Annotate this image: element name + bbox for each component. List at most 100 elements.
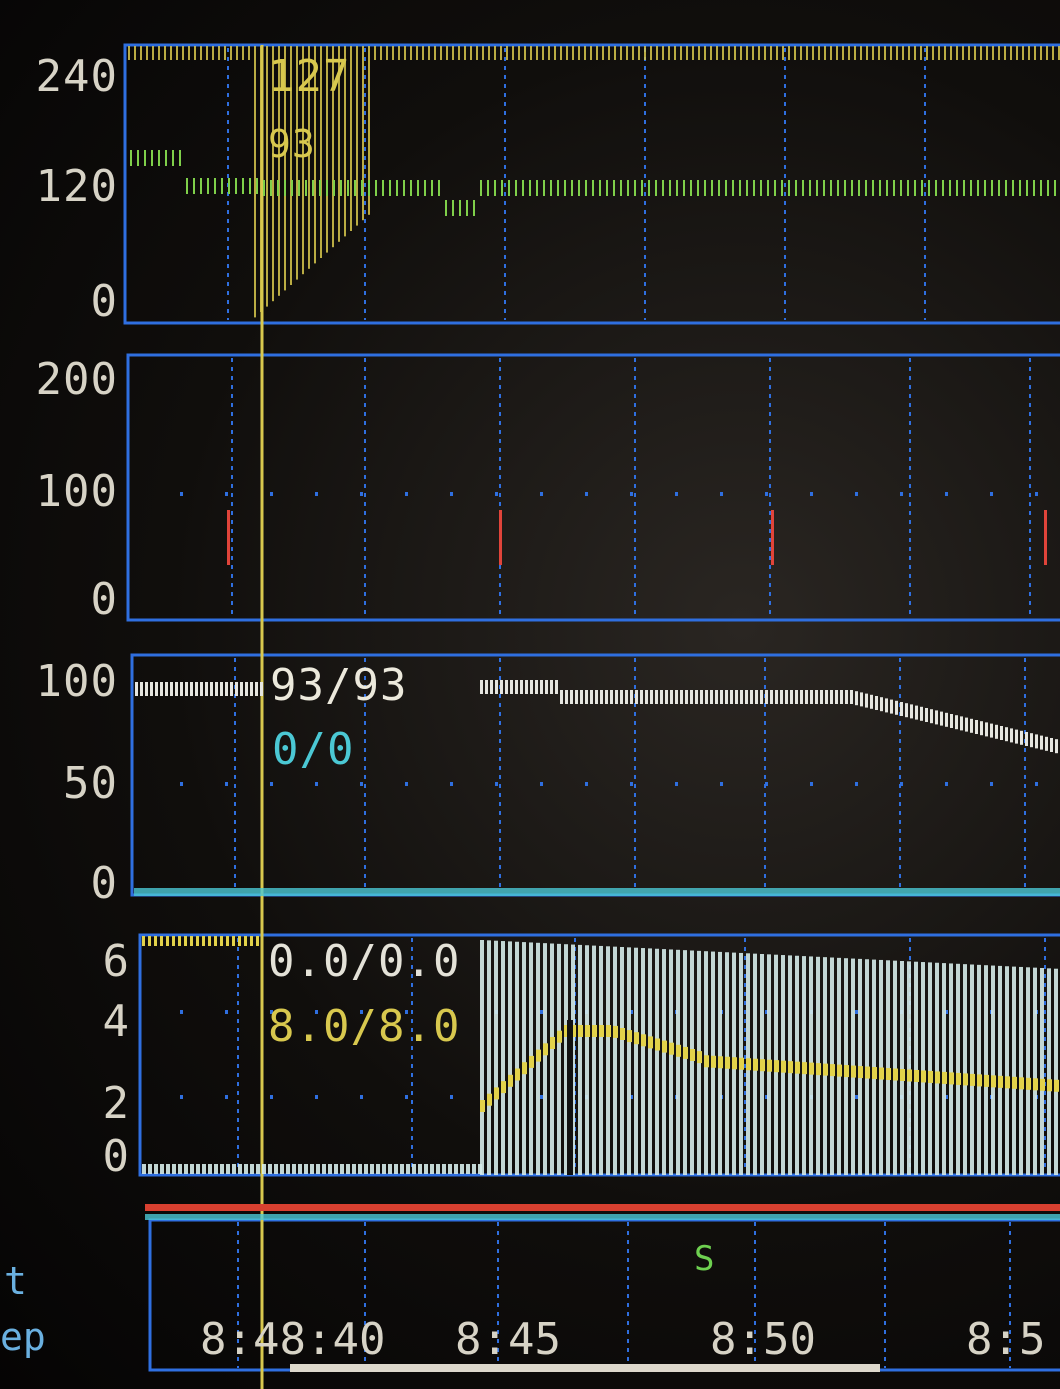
fourth-bar <box>1019 966 1023 1175</box>
top-bar <box>878 46 880 60</box>
third-trace-seg <box>810 690 813 704</box>
third-trace-seg <box>240 682 243 696</box>
third-trace-seg <box>1035 734 1038 749</box>
top-bar <box>596 46 598 60</box>
third-trace-seg <box>885 698 888 713</box>
grid-dot <box>360 1095 363 1099</box>
top-bar <box>848 46 850 60</box>
top-bar <box>1052 46 1054 60</box>
third-trace-seg <box>900 702 903 716</box>
top-trace-tick <box>361 180 363 196</box>
top-bar <box>416 46 418 60</box>
top-bar <box>698 46 700 60</box>
fourth-bar <box>907 961 911 1175</box>
fourth-bar <box>564 944 568 1175</box>
grid-dot <box>990 492 993 496</box>
fourth-bar <box>543 943 547 1175</box>
top-bar <box>266 46 268 307</box>
third-trace-seg <box>975 720 978 734</box>
third-trace-seg <box>720 690 723 704</box>
third-trace-seg <box>590 690 593 704</box>
top-trace-tick <box>333 180 335 196</box>
fourth-base-bar <box>346 1164 350 1174</box>
top-trace-tick <box>130 150 132 166</box>
top-bar <box>998 46 1000 60</box>
top-bar <box>896 46 898 60</box>
third-trace-seg <box>695 690 698 704</box>
third-trace-seg <box>555 680 558 694</box>
fourth-base-bar <box>460 1164 464 1174</box>
top-bar <box>908 46 910 60</box>
top-bar <box>128 46 130 60</box>
third-trace-seg <box>565 690 568 704</box>
time-label-2: 8:50 <box>710 1314 816 1365</box>
grid-dot <box>405 492 408 496</box>
fourth-trace-seg <box>634 1032 639 1045</box>
top-bar <box>152 46 154 60</box>
top-trace-tick <box>907 180 909 196</box>
third-trace-seg <box>510 680 513 694</box>
grid-dot <box>945 1095 948 1099</box>
third-trace-seg <box>1025 732 1028 746</box>
grid-dot <box>585 782 588 786</box>
fourth-top-tick <box>166 936 169 946</box>
fourth-base-bar <box>208 1164 212 1174</box>
fourth-base-bar <box>178 1164 182 1174</box>
third-trace-seg <box>620 690 623 704</box>
fourth-trace-seg <box>879 1067 884 1080</box>
top-trace-tick <box>1040 180 1042 196</box>
top-bar <box>494 46 496 60</box>
top-bar <box>524 46 526 60</box>
third-trace-seg <box>740 690 743 704</box>
fourth-bar <box>501 941 505 1175</box>
fourth-trace-seg <box>823 1063 828 1076</box>
top-trace-tick <box>1005 180 1007 196</box>
top-bar <box>398 46 400 60</box>
event-marker-s: S <box>694 1239 716 1279</box>
grid-dot <box>765 492 768 496</box>
top-trace-tick <box>718 180 720 196</box>
fourth-bar <box>585 945 589 1175</box>
top-trace-tick <box>487 180 489 196</box>
top-bar <box>608 46 610 60</box>
top-bar <box>884 46 886 60</box>
top-trace-tick <box>151 150 153 166</box>
fourth-base-bar <box>172 1164 176 1174</box>
fourth-bar <box>599 945 603 1175</box>
grid-dot <box>450 1010 453 1014</box>
top-trace-tick <box>424 180 426 196</box>
top-trace-tick <box>816 180 818 196</box>
top-trace-tick <box>221 178 223 194</box>
fourth-base-bar <box>316 1164 320 1174</box>
fourth-bar <box>494 940 498 1175</box>
grid-dot <box>855 1095 858 1099</box>
third-trace-seg <box>675 690 678 704</box>
fourth-top-tick <box>196 936 199 946</box>
fourth-trace-seg <box>501 1081 506 1094</box>
fourth-trace-seg <box>690 1049 695 1061</box>
top-bar <box>386 46 388 60</box>
top-bar <box>176 46 178 60</box>
third-trace-seg <box>180 682 183 696</box>
fourth-base-bar <box>166 1164 170 1174</box>
grid-dot <box>450 1095 453 1099</box>
top-bar <box>926 46 928 60</box>
top-trace-tick <box>186 178 188 194</box>
top-trace-tick <box>837 180 839 196</box>
top-bar <box>842 46 844 60</box>
grid-dot <box>450 782 453 786</box>
fourth-bar <box>1033 967 1037 1175</box>
fourth-trace-seg <box>662 1040 667 1053</box>
third-trace-seg <box>200 682 203 696</box>
fourth-trace-seg <box>809 1062 814 1075</box>
fourth-base-bar <box>418 1164 422 1174</box>
fourth-base-bar <box>472 1164 476 1174</box>
top-bar <box>458 46 460 60</box>
fourth-top-tick <box>256 936 259 946</box>
top-trace-tick <box>851 180 853 196</box>
fourth-base-bar <box>424 1164 428 1174</box>
top-trace-tick <box>914 180 916 196</box>
fourth-trace-seg <box>571 1025 576 1037</box>
third-trace-seg <box>765 690 768 704</box>
top-bar <box>782 46 784 60</box>
